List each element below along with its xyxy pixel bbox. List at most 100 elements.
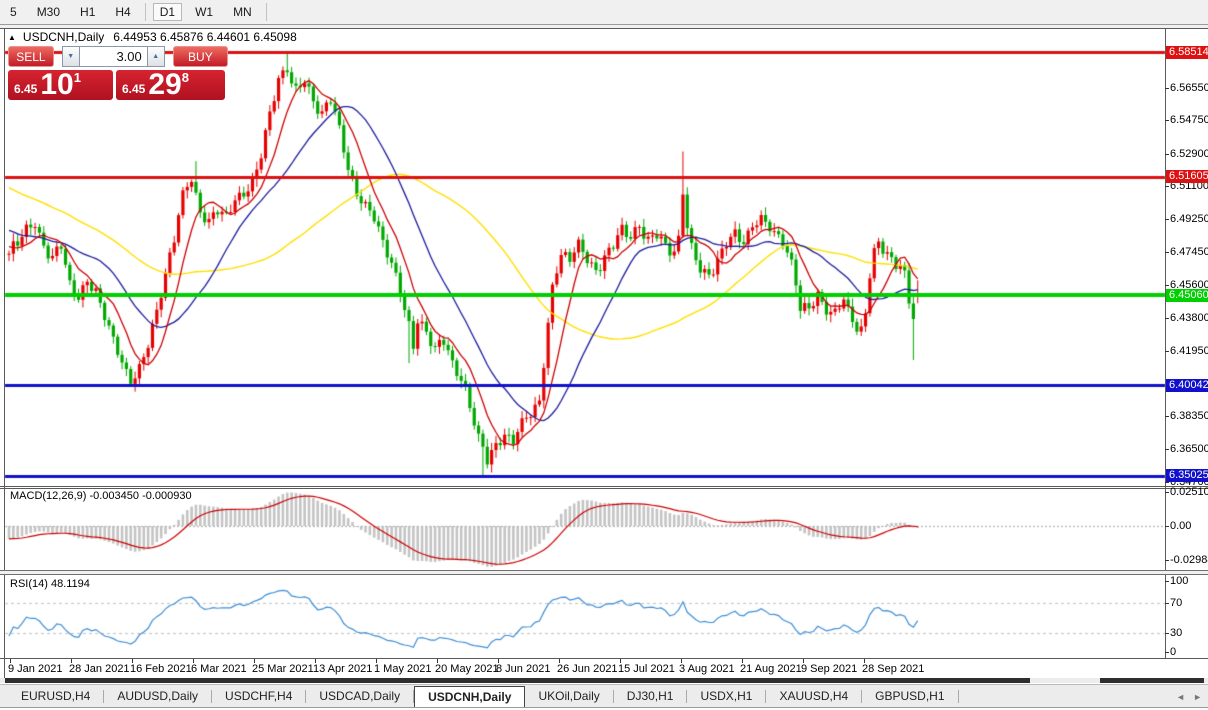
macd-axis-label: 0.00 xyxy=(1170,520,1192,532)
price-tick-mark xyxy=(1165,154,1169,155)
tab-separator xyxy=(211,690,213,703)
tab-separator xyxy=(305,690,307,703)
date-label: 9 Sep 2021 xyxy=(801,663,858,675)
volume-spinner: ▼ ▲ xyxy=(61,46,165,67)
buy-price-sup: 8 xyxy=(181,70,189,85)
date-tick-mark xyxy=(376,659,377,663)
price-line-tag: 6.45060 xyxy=(1166,289,1208,302)
rsi-axis-label-tick xyxy=(1165,652,1169,653)
volume-increase-icon[interactable]: ▲ xyxy=(146,46,165,67)
tab-usdchf[interactable]: USDCHF,H4 xyxy=(225,689,293,703)
chart-tab-bar: EURUSD,H4 AUDUSD,Daily USDCHF,H4 USDCAD,Dai… xyxy=(0,684,1208,708)
tab-usdcnh[interactable]: USDCNH,Daily xyxy=(414,685,526,708)
date-tick-mark xyxy=(437,659,438,663)
date-label: 6 Mar 2021 xyxy=(191,663,247,675)
date-label: 26 Jun 2021 xyxy=(557,663,618,675)
tab-separator xyxy=(103,690,105,703)
price-tick-mark xyxy=(1165,219,1169,220)
tab-separator xyxy=(612,690,614,703)
date-tick-mark xyxy=(254,659,255,663)
date-tick-mark xyxy=(620,659,621,663)
price-tick-label: 6.47450 xyxy=(1170,245,1208,258)
tab-audusd[interactable]: AUDUSD,Daily xyxy=(117,689,199,703)
date-tick-mark xyxy=(498,659,499,663)
macd-axis-label-tick xyxy=(1165,560,1169,561)
tab-separator xyxy=(686,690,688,703)
date-tick-mark xyxy=(742,659,743,663)
date-label: 21 Aug 2021 xyxy=(740,663,802,675)
volume-decrease-icon[interactable]: ▼ xyxy=(61,46,80,67)
price-line-tag: 6.40042 xyxy=(1166,379,1208,392)
macd-axis-label-tick xyxy=(1165,492,1169,493)
price-line-tag: 6.51605 xyxy=(1166,170,1208,183)
macd-axis-label: 0.025108 xyxy=(1170,486,1208,498)
date-tick-mark xyxy=(559,659,560,663)
price-tick-mark xyxy=(1165,88,1169,89)
price-tick-mark xyxy=(1165,120,1169,121)
sell-button[interactable]: SELL xyxy=(8,46,54,67)
date-label: 20 May 2021 xyxy=(435,663,499,675)
price-tick-mark xyxy=(1165,482,1169,483)
tabs-scroll-left-icon[interactable]: ◄ xyxy=(1176,691,1186,702)
date-label: 28 Jan 2021 xyxy=(69,663,130,675)
macd-indicator-label: MACD(12,26,9) -0.003450 -0.000930 xyxy=(10,490,192,502)
volume-input[interactable] xyxy=(79,46,147,67)
horizontal-scrollbar[interactable] xyxy=(0,678,1208,683)
bottom-border xyxy=(0,707,1208,708)
buy-button[interactable]: BUY xyxy=(172,46,228,67)
date-tick-mark xyxy=(803,659,804,663)
rsi-axis-label-tick xyxy=(1165,633,1169,634)
tab-separator xyxy=(413,690,415,703)
price-line-tag: 6.35025 xyxy=(1166,469,1208,482)
buy-price-main: 29 xyxy=(148,68,182,101)
chart-title: ▲ USDCNH,Daily 6.44953 6.45876 6.44601 6… xyxy=(8,30,297,44)
date-label: 15 Jul 2021 xyxy=(618,663,675,675)
date-tick-mark xyxy=(71,659,72,663)
one-click-trade-panel: SELL ▼ ▲ BUY 6.45 10 1 6.45 29 8 xyxy=(8,46,228,102)
rsi-indicator-label: RSI(14) 48.1194 xyxy=(10,578,90,590)
rsi-splitter-gap[interactable] xyxy=(0,571,1208,574)
price-tick-label: 6.38350 xyxy=(1170,409,1208,422)
chart-symbol-period: USDCNH,Daily xyxy=(22,30,105,44)
price-tick-mark xyxy=(1165,318,1169,319)
tab-ukoil[interactable]: UKOil,Daily xyxy=(538,689,600,703)
scrollbar-segment-right[interactable] xyxy=(1100,678,1204,683)
buy-price-prefix: 6.45 xyxy=(122,82,146,96)
rsi-axis-label: 0 xyxy=(1170,646,1177,658)
tab-eurusd[interactable]: EURUSD,H4 xyxy=(21,689,91,703)
sell-price-main: 10 xyxy=(40,68,74,101)
tab-separator xyxy=(957,690,959,703)
price-tick-label: 6.52900 xyxy=(1170,147,1208,160)
tab-dj30[interactable]: DJ30,H1 xyxy=(626,689,674,703)
sell-price-prefix: 6.45 xyxy=(14,82,38,96)
buy-price-display[interactable]: 6.45 29 8 xyxy=(116,70,225,100)
price-tick-label: 6.51100 xyxy=(1170,180,1208,193)
date-label: 16 Feb 2021 xyxy=(130,663,192,675)
date-label: 9 Jan 2021 xyxy=(8,663,63,675)
collapse-panel-icon[interactable]: ▲ xyxy=(8,32,16,42)
tabs-scroll-right-icon[interactable]: ► xyxy=(1193,691,1202,702)
scrollbar-thumb[interactable] xyxy=(5,678,1030,683)
sell-price-sup: 1 xyxy=(73,70,81,85)
price-tick-mark xyxy=(1165,416,1169,417)
rsi-axis-label-tick xyxy=(1165,603,1169,604)
date-label: 13 Apr 2021 xyxy=(313,663,373,675)
price-tick-mark xyxy=(1165,186,1169,187)
sell-price-display[interactable]: 6.45 10 1 xyxy=(8,70,113,100)
tab-usdcad[interactable]: USDCAD,Daily xyxy=(319,689,401,703)
price-tick-label: 6.49250 xyxy=(1170,213,1208,226)
tab-separator xyxy=(765,690,767,703)
tab-xauusd[interactable]: XAUUSD,H4 xyxy=(779,689,849,703)
date-label: 25 Mar 2021 xyxy=(252,663,314,675)
tab-gbpusd[interactable]: GBPUSD,H1 xyxy=(875,689,945,703)
price-tick-label: 6.41950 xyxy=(1170,345,1208,358)
tab-usdx[interactable]: USDX,H1 xyxy=(700,689,753,703)
chart-ohlc-values: 6.44953 6.45876 6.44601 6.45098 xyxy=(113,30,297,44)
price-tick-mark xyxy=(1165,449,1169,450)
tab-scroll-arrows: ◄ ► xyxy=(1176,692,1202,702)
macd-axis-label-tick xyxy=(1165,526,1169,527)
macd-axis-label: -0.029881 xyxy=(1170,554,1208,566)
date-label: 28 Sep 2021 xyxy=(862,663,925,675)
price-tick-label: 6.56550 xyxy=(1170,81,1208,94)
